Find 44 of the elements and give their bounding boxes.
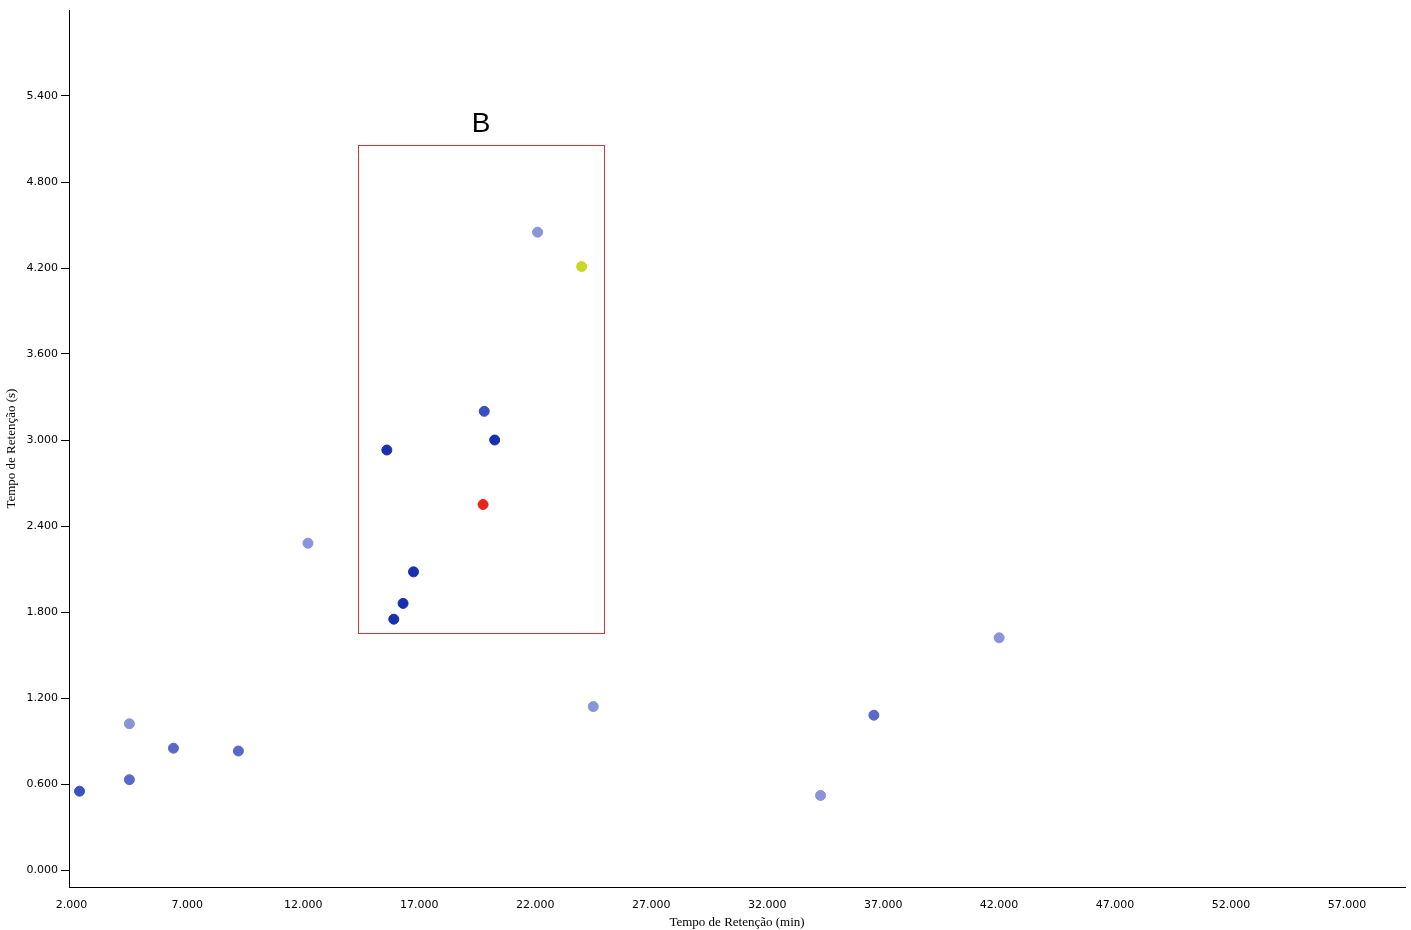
point (123, 718, 135, 730)
point (397, 597, 409, 609)
point (232, 745, 244, 757)
x-tick-label: 37.000 (863, 897, 903, 911)
point (388, 613, 400, 625)
point (408, 566, 420, 578)
y-tick-label: 1.800 (26, 604, 59, 618)
annotation: B (470, 107, 492, 140)
x-tick-label: 42.000 (979, 897, 1019, 911)
x-tick-label: 52.000 (1211, 897, 1251, 911)
point (587, 701, 599, 713)
y-tick-label: 3.600 (26, 346, 59, 360)
y-tick-label: 1.200 (26, 690, 59, 704)
x-tick-label: 12.000 (284, 897, 323, 911)
x-axis-title: Tempo de Retenção (min) (669, 913, 805, 929)
y-tick-label: 5.400 (26, 88, 59, 102)
point (478, 405, 490, 417)
x-tick-label: 57.000 (1327, 897, 1367, 911)
x-tick-label: 27.000 (631, 897, 671, 911)
x-tick-label: 2.000 (55, 897, 88, 911)
x-tick-label: 17.000 (400, 897, 439, 911)
point (489, 434, 501, 446)
x-tick-label: 47.000 (1095, 897, 1135, 911)
point (868, 709, 880, 721)
point (532, 226, 544, 238)
point (167, 742, 179, 754)
y-tick-label: 3.000 (26, 432, 59, 446)
y-tick-label: 0.600 (26, 776, 59, 790)
point (74, 785, 86, 797)
point (477, 499, 489, 510)
point (123, 774, 135, 786)
x-tick-label: 32.000 (747, 897, 787, 911)
point (815, 789, 827, 801)
point (381, 444, 393, 456)
y-tick-label: 4.800 (26, 174, 59, 188)
x-tick-label: 7.000 (171, 897, 204, 911)
point (576, 261, 588, 273)
point (993, 632, 1005, 644)
y-tick-label: 2.400 (26, 518, 59, 532)
y-tick-label: 0.000 (26, 862, 59, 876)
point (302, 537, 314, 549)
x-tick-label: 22.000 (516, 897, 555, 911)
y-axis-title: Tempo de Retenção (s) (3, 388, 19, 509)
y-tick-label: 4.200 (26, 260, 59, 274)
